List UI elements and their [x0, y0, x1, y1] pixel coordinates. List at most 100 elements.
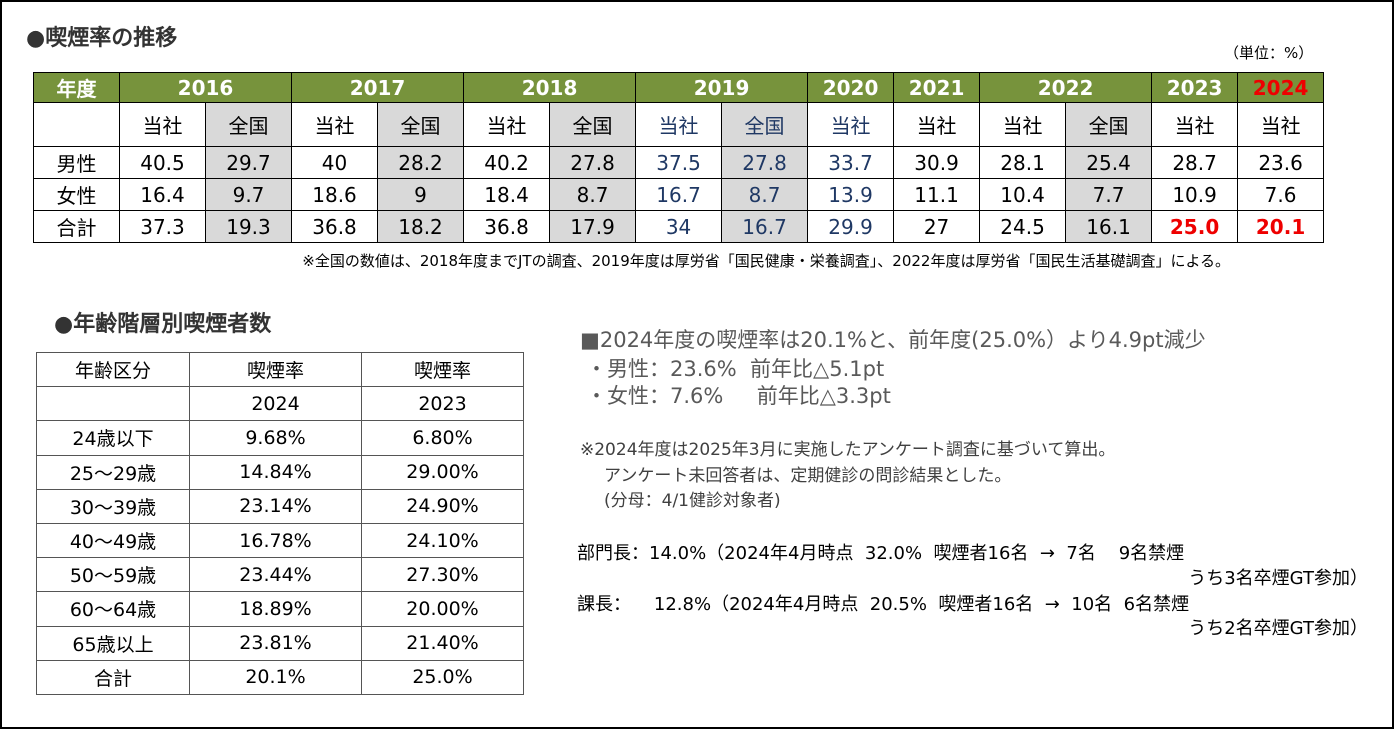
data-cell: 37.3 [119, 210, 206, 243]
subheader-row: 当社 全国 当社 全国 当社 全国 当社 全国 当社 当社 当社 全国 当社 当社 [33, 102, 1325, 147]
data-cell: 27.30% [361, 557, 524, 593]
row-label: 50～59歳 [36, 557, 190, 593]
subheader-cell: 当社 [807, 102, 895, 147]
year-cell: 2021 [893, 72, 981, 103]
section-title: ●喫煙率の推移 [26, 26, 178, 51]
data-cell: 27.8 [721, 146, 809, 179]
data-cell: 16.7 [635, 178, 723, 211]
data-cell: 37.5 [635, 146, 723, 179]
detail-sub: うち3名卒煙GT参加） [1188, 568, 1368, 589]
row-label: 25～29歳 [36, 454, 190, 490]
note: ※2024年度は2025年3月に実施したアンケート調査に基づいて算出。 [580, 440, 1116, 460]
detail: 部門長：14.0%（2024年4月時点 32.0% 喫煙者16名 → 7名 9名… [577, 543, 1185, 564]
year-cell: 2023 [1151, 72, 1239, 103]
empty-cell [36, 386, 190, 422]
headline: ■2024年度の喫煙率は20.1%と、前年度(25.0%）より4.9pt減少 [580, 328, 1206, 352]
data-cell: 18.4 [463, 178, 551, 211]
data-cell: 14.84% [189, 454, 362, 490]
subheader-cell: 全国 [377, 102, 465, 147]
data-cell: 7.7 [1065, 178, 1153, 211]
data-cell: 36.8 [291, 210, 379, 243]
data-row: 24歳以下 9.68% 6.80% [36, 420, 524, 456]
data-cell: 23.6 [1237, 146, 1325, 179]
subheader-cell: 当社 [463, 102, 551, 147]
data-cell: 20.1 [1237, 210, 1325, 243]
year-cell: 2022 [979, 72, 1153, 103]
data-cell: 13.9 [807, 178, 895, 211]
year-cell: 2017 [291, 72, 465, 103]
year-cell: 2018 [463, 72, 637, 103]
header-row: 年齢区分 喫煙率 喫煙率 [36, 351, 524, 388]
data-row: 65歳以上 23.81% 21.40% [36, 625, 524, 661]
empty-cell [33, 102, 120, 147]
data-cell: 7.6 [1237, 178, 1325, 211]
data-cell: 20.1% [189, 659, 362, 695]
header-cell: 喫煙率 [189, 351, 362, 388]
data-cell: 8.7 [721, 178, 809, 211]
data-cell: 33.7 [807, 146, 895, 179]
row-label: 合計 [36, 659, 190, 695]
data-cell: 30.9 [893, 146, 981, 179]
year-cell: 2020 [807, 72, 895, 103]
subheader-cell: 当社 [893, 102, 981, 147]
data-cell: 20.00% [361, 591, 524, 627]
data-cell: 28.7 [1151, 146, 1239, 179]
year-cell: 2016 [118, 72, 293, 103]
data-row: 60～64歳 18.89% 20.00% [36, 591, 524, 627]
data-cell: 36.8 [463, 210, 551, 243]
data-row: 40～49歳 16.78% 24.10% [36, 522, 524, 559]
subheader-cell: 当社 [119, 102, 206, 147]
data-cell: 29.7 [204, 146, 293, 179]
point: ・女性：7.6% 前年比△3.3pt [586, 384, 891, 408]
header-cell: 喫煙率 [361, 351, 524, 388]
data-cell: 8.7 [549, 178, 637, 211]
data-cell: 27.8 [549, 146, 637, 179]
row-label: 60～64歳 [36, 591, 190, 627]
data-cell: 10.9 [1151, 178, 1239, 211]
year-cell: 2019 [635, 72, 809, 103]
data-cell: 29.9 [807, 210, 895, 243]
row-label: 24歳以下 [36, 420, 190, 456]
data-cell: 25.0 [1151, 210, 1239, 243]
point: ・男性：23.6% 前年比△5.1pt [586, 357, 885, 381]
subheader-cell: 全国 [1065, 102, 1153, 147]
smoking-rate-table: 年度 2016 2017 2018 2019 2020 2021 2022 2023 2024 当社… [33, 72, 1325, 243]
detail-sub: うち2名卒煙GT参加） [1188, 618, 1368, 639]
detail: 課長： 12.8%（2024年4月時点 20.5% 喫煙者16名 → 10名 6… [577, 594, 1190, 615]
header-cell: 年度 [33, 72, 120, 103]
row-label: 30～39歳 [36, 488, 190, 524]
section-title: ●年齢階層別喫煙者数 [54, 312, 272, 337]
data-cell: 24.90% [361, 488, 524, 524]
subheader-cell: 全国 [549, 102, 637, 147]
data-cell: 9.7 [204, 178, 293, 211]
data-cell: 6.80% [361, 420, 524, 456]
data-cell: 9 [377, 178, 465, 211]
data-cell: 24.10% [361, 522, 524, 559]
row-label: 65歳以上 [36, 625, 190, 661]
row-label: 女性 [33, 178, 120, 211]
data-cell: 16.1 [1065, 210, 1153, 243]
data-cell: 27 [893, 210, 981, 243]
data-cell: 23.81% [189, 625, 362, 661]
data-cell: 24.5 [979, 210, 1067, 243]
data-cell: 25.4 [1065, 146, 1153, 179]
subheader-row: 2024 2023 [36, 386, 524, 422]
data-cell: 11.1 [893, 178, 981, 211]
data-cell: 23.14% [189, 488, 362, 524]
data-cell: 29.00% [361, 454, 524, 490]
subheader-cell: 2024 [189, 386, 362, 422]
data-cell: 34 [635, 210, 723, 243]
data-row: 25～29歳 14.84% 29.00% [36, 454, 524, 490]
data-cell: 40 [291, 146, 379, 179]
subheader-cell: 全国 [721, 102, 809, 147]
row-label: 男性 [33, 146, 120, 179]
data-cell: 19.3 [204, 210, 293, 243]
table-note: ※全国の数値は、2018年度までJTの調査、2019年度は厚労省「国民健康・栄養… [302, 252, 1230, 270]
data-cell: 23.44% [189, 557, 362, 593]
year-cell: 2024 [1237, 72, 1325, 103]
data-cell: 40.5 [119, 146, 206, 179]
data-cell: 21.40% [361, 625, 524, 661]
data-row: 男性 40.5 29.7 40 28.2 40.2 27.8 37.5 27.8 33.7 30.9… [33, 146, 1325, 179]
subheader-cell: 当社 [635, 102, 723, 147]
age-table: 年齢区分 喫煙率 喫煙率 2024 2023 24歳以下 9.68% 6.80% 25～29歳 1… [36, 351, 524, 695]
